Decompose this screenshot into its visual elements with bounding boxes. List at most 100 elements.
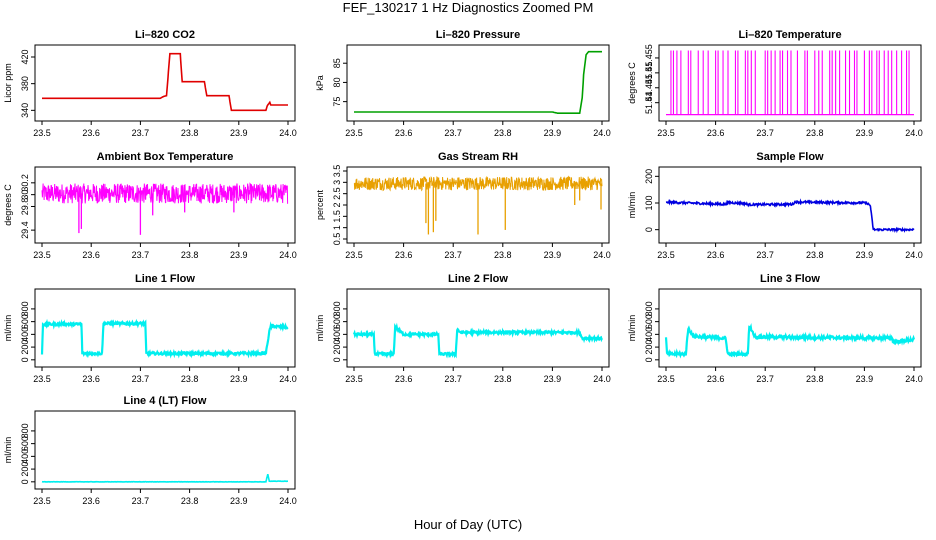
plot-area bbox=[354, 50, 602, 114]
x-tick-label: 23.5 bbox=[657, 250, 675, 260]
plot-area bbox=[42, 52, 288, 112]
panel-9: Line 3 Flow 23.5 23.6 23.7 23.8 23.9 24.0 0 2004… bbox=[627, 273, 923, 384]
y-tick-label: 30 bbox=[20, 190, 30, 200]
x-tick-label: 24.0 bbox=[905, 250, 923, 260]
x-tick-label: 23.9 bbox=[856, 374, 874, 384]
x-tick-label: 23.6 bbox=[707, 250, 725, 260]
x-tick-label: 24.0 bbox=[279, 250, 297, 260]
y-axis-label: ml/min bbox=[627, 315, 637, 342]
x-tick-label: 24.0 bbox=[279, 496, 297, 506]
data-series-line bbox=[41, 182, 289, 204]
y-tick-label: 400 bbox=[20, 327, 30, 342]
plot-frame bbox=[658, 288, 922, 368]
x-tick-label: 23.7 bbox=[444, 128, 462, 138]
x-tick-label: 23.6 bbox=[395, 250, 413, 260]
x-tick-label: 24.0 bbox=[593, 374, 611, 384]
figure-title: FEF_130217 1 Hz Diagnostics Zoomed PM bbox=[342, 0, 594, 15]
panel-title: Gas Stream RH bbox=[438, 151, 518, 163]
x-tick-label: 23.9 bbox=[544, 128, 562, 138]
data-series-line bbox=[664, 323, 916, 359]
y-tick-label: 0.5 bbox=[332, 233, 342, 246]
x-tick-label: 24.0 bbox=[279, 128, 297, 138]
plot-frame bbox=[346, 44, 610, 122]
y-tick-label: 2 bbox=[332, 202, 342, 207]
panel-10: Line 4 (LT) Flow 23.5 23.6 23.7 23.8 23.9 24.0… bbox=[3, 395, 297, 506]
panel-1: Li–820 CO2 23.5 23.6 23.7 23.8 23.9 24.0 340 380… bbox=[3, 29, 297, 138]
panel-8: Line 2 Flow 23.5 23.6 23.7 23.8 23.9 24.0 0 2004… bbox=[315, 273, 611, 384]
x-tick-label: 23.5 bbox=[345, 250, 363, 260]
x-tick-label: 24.0 bbox=[593, 128, 611, 138]
y-axis-label: ml/min bbox=[3, 315, 13, 342]
x-tick-label: 23.6 bbox=[82, 128, 100, 138]
x-tick-label: 23.9 bbox=[230, 374, 248, 384]
panel-title: Line 1 Flow bbox=[135, 273, 195, 285]
y-tick-label: 2.5 bbox=[332, 187, 342, 200]
plot-frame bbox=[34, 44, 296, 122]
y-tick-label: 0 bbox=[20, 479, 30, 484]
x-tick-label: 23.5 bbox=[657, 374, 675, 384]
data-series-line bbox=[665, 198, 915, 234]
x-tick-label: 23.5 bbox=[657, 128, 675, 138]
x-tick-label: 23.8 bbox=[494, 250, 512, 260]
y-axis-label: percent bbox=[315, 189, 325, 220]
x-tick-label: 23.7 bbox=[756, 128, 774, 138]
plot-area bbox=[664, 323, 916, 359]
y-tick-label: 0 bbox=[644, 227, 654, 232]
y-axis-label: Licor ppm bbox=[3, 63, 13, 103]
plot-frame bbox=[34, 288, 296, 368]
panel-4: Ambient Box Temperature 23.5 23.6 23.7 23.8 2… bbox=[3, 151, 297, 260]
plot-area bbox=[352, 322, 603, 359]
y-tick-label: 400 bbox=[644, 327, 654, 342]
y-tick-label: 400 bbox=[332, 327, 342, 342]
data-series-line bbox=[40, 318, 289, 359]
plot-area bbox=[41, 474, 288, 483]
x-tick-label: 24.0 bbox=[593, 250, 611, 260]
data-series-line bbox=[353, 175, 603, 192]
y-tick-label: 200 bbox=[332, 340, 342, 355]
y-tick-label: 600 bbox=[332, 314, 342, 329]
plot-area bbox=[40, 318, 289, 359]
x-tick-label: 23.6 bbox=[395, 128, 413, 138]
x-tick-label: 23.5 bbox=[345, 128, 363, 138]
y-axis-label: ml/min bbox=[3, 437, 13, 464]
x-tick-label: 24.0 bbox=[905, 374, 923, 384]
y-tick-label: 200 bbox=[20, 462, 30, 477]
x-tick-label: 23.8 bbox=[806, 374, 824, 384]
x-tick-label: 23.5 bbox=[33, 250, 51, 260]
y-tick-label: 600 bbox=[644, 314, 654, 329]
data-series-line bbox=[354, 50, 602, 114]
y-tick-label: 380 bbox=[20, 76, 30, 91]
x-tick-label: 23.7 bbox=[444, 374, 462, 384]
panel-title: Sample Flow bbox=[756, 151, 824, 163]
y-axis-label: degrees C bbox=[627, 62, 637, 104]
x-tick-label: 23.8 bbox=[494, 128, 512, 138]
x-tick-label: 23.5 bbox=[33, 128, 51, 138]
y-tick-label: 200 bbox=[644, 340, 654, 355]
plot-area bbox=[353, 175, 603, 235]
x-tick-label: 23.6 bbox=[82, 374, 100, 384]
y-tick-label: 29.4 bbox=[20, 221, 30, 239]
plot-frame bbox=[658, 44, 922, 122]
y-tick-label: 0 bbox=[644, 357, 654, 362]
x-tick-label: 23.7 bbox=[444, 250, 462, 260]
data-series-line bbox=[352, 322, 603, 359]
y-axis-label: ml/min bbox=[627, 192, 637, 219]
x-tick-label: 23.7 bbox=[132, 250, 150, 260]
y-axis-label: kPa bbox=[315, 75, 325, 91]
data-series-line bbox=[41, 474, 288, 483]
panel-title: Line 2 Flow bbox=[448, 273, 508, 285]
y-tick-label: 100 bbox=[644, 195, 654, 210]
panel-2: Li–820 Pressure 23.5 23.6 23.7 23.8 23.9 24.0 7… bbox=[315, 29, 611, 138]
x-tick-label: 23.7 bbox=[132, 374, 150, 384]
x-tick-label: 23.8 bbox=[494, 374, 512, 384]
panel-7: Line 1 Flow 23.5 23.6 23.7 23.8 23.9 24.0 0 2004… bbox=[3, 273, 297, 384]
plot-frame bbox=[658, 166, 922, 244]
x-tick-label: 23.8 bbox=[806, 250, 824, 260]
x-tick-label: 23.7 bbox=[132, 496, 150, 506]
y-tick-label: 600 bbox=[20, 314, 30, 329]
x-tick-label: 23.6 bbox=[82, 250, 100, 260]
y-tick-label: 600 bbox=[20, 436, 30, 451]
x-tick-label: 23.9 bbox=[544, 374, 562, 384]
